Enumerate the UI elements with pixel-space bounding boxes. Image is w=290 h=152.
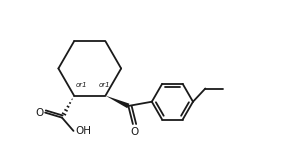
Text: OH: OH — [75, 126, 91, 136]
Text: O: O — [35, 108, 43, 118]
Text: or1: or1 — [75, 82, 87, 88]
Polygon shape — [106, 96, 129, 108]
Text: or1: or1 — [98, 82, 110, 88]
Text: O: O — [130, 127, 138, 137]
